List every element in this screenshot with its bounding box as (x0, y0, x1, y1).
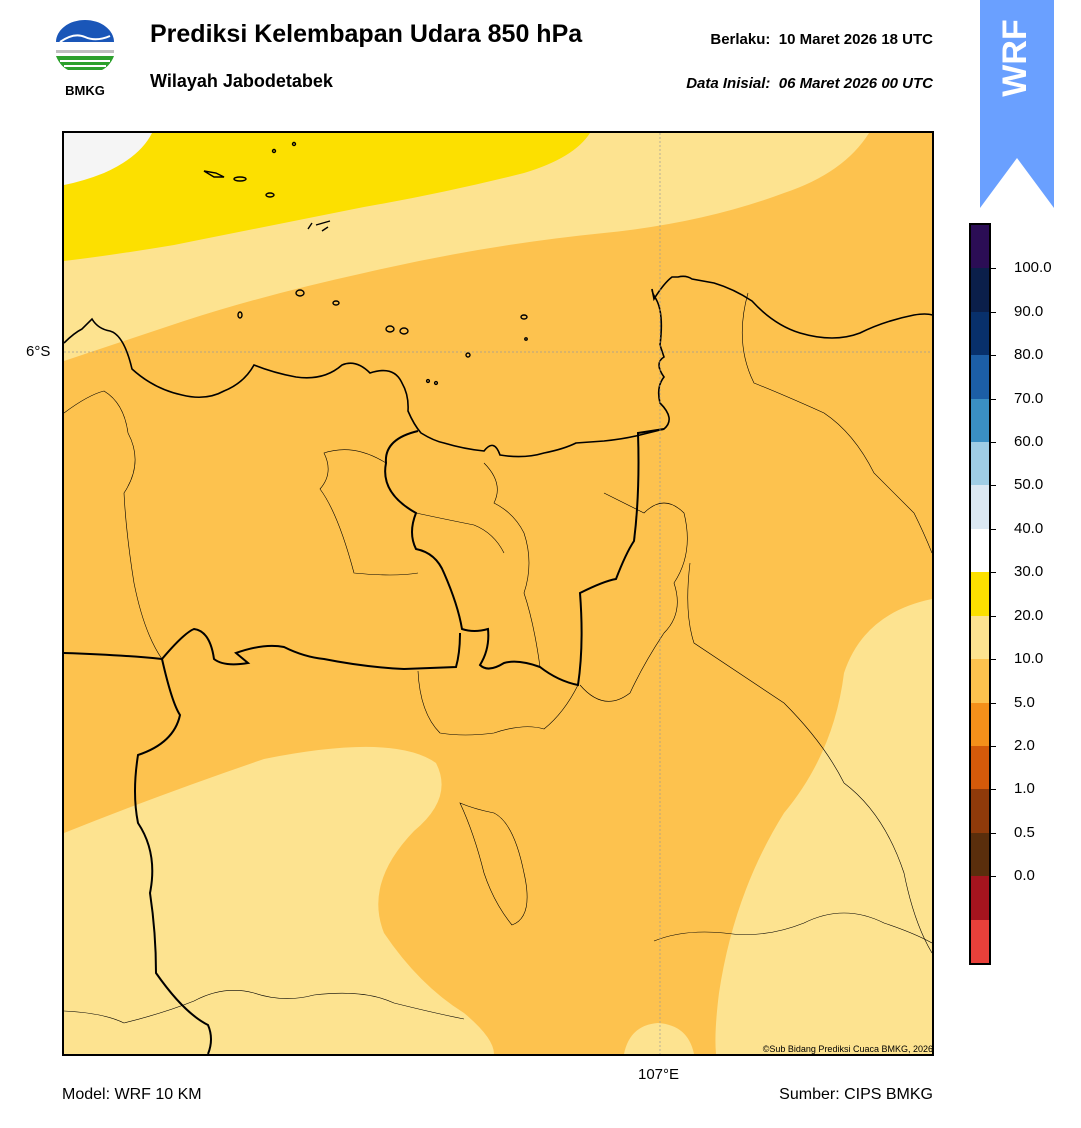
wrf-badge: WRF (980, 0, 1054, 208)
colorbar-segment (971, 615, 989, 660)
lat-label: 6°S (26, 343, 51, 360)
colorbar-tick-label: 100.0 (1014, 259, 1052, 277)
valid-value: 10 Maret 2026 18 UTC (778, 31, 933, 48)
colorbar-tick (991, 702, 996, 704)
colorbar-tick-label: 60.0 (1014, 433, 1044, 451)
init-label: Data Inisial: (686, 75, 771, 92)
bmkg-logo-icon (56, 20, 114, 70)
colorbar-segment (971, 876, 989, 921)
colorbar-segment (971, 702, 989, 747)
colorbar-tick (991, 745, 996, 747)
colorbar-segment (971, 398, 989, 443)
map-credit: ©Sub Bidang Prediksi Cuaca BMKG, 2026 (762, 1044, 933, 1054)
band-30-20-south-patch (624, 1023, 694, 1054)
colorbar-tick (991, 355, 996, 357)
colorbar-tick (991, 268, 996, 270)
band-50-40 (64, 133, 152, 185)
islands (203, 141, 528, 386)
colorbar-tick-label: 0.5 (1014, 823, 1035, 841)
colorbar-segment (971, 659, 989, 704)
colorbar-tick (991, 398, 996, 400)
colorbar-segment (971, 355, 989, 400)
bmkg-logo: BMKG (52, 20, 118, 102)
colorbar-tick-label: 30.0 (1014, 563, 1044, 581)
wrf-badge-text: WRF (996, 19, 1034, 96)
colorbar-segment (971, 572, 989, 617)
band-30-20-southeast (715, 599, 932, 1054)
colorbar-tick-label: 1.0 (1014, 780, 1035, 798)
colorbar-segment (971, 745, 989, 790)
model-label: Model: WRF 10 KM (62, 1086, 202, 1103)
colorbar-segment (971, 789, 989, 834)
colorbar-tick (991, 876, 996, 878)
colorbar-segment (971, 311, 989, 356)
colorbar-tick (991, 485, 996, 487)
colorbar-segment (971, 225, 989, 269)
init-value: 06 Maret 2026 00 UTC (778, 75, 933, 92)
colorbar-tick-label: 20.0 (1014, 606, 1044, 624)
colorbar (969, 223, 991, 965)
district-borders (64, 292, 932, 1024)
init-time: Data Inisial: 06 Maret 2026 00 UTC (686, 75, 933, 92)
colorbar-tick-label: 40.0 (1014, 519, 1044, 537)
colorbar-tick (991, 442, 996, 444)
colorbar-tick (991, 789, 996, 791)
band-40-30 (64, 133, 590, 261)
page-title: Prediksi Kelembapan Udara 850 hPa (150, 20, 583, 48)
colorbar-tick (991, 832, 996, 834)
colorbar-tick (991, 615, 996, 617)
colorbar-tick-label: 70.0 (1014, 389, 1044, 407)
colorbar-segment (971, 485, 989, 530)
colorbar-tick-label: 5.0 (1014, 693, 1035, 711)
page-subtitle: Wilayah Jabodetabek (150, 71, 333, 91)
province-border-west (64, 627, 461, 671)
lon-label: 107°E (638, 1066, 680, 1083)
province-border-south (134, 658, 212, 1054)
colorbar-segment (971, 919, 989, 964)
province-border-east (384, 428, 665, 687)
colorbar-tick (991, 311, 996, 313)
colorbar-tick-label: 90.0 (1014, 302, 1044, 320)
colorbar-tick-label: 80.0 (1014, 346, 1044, 364)
source-label: Sumber: CIPS BMKG (779, 1086, 933, 1103)
map-canvas (64, 133, 932, 1054)
valid-time: Berlaku: 10 Maret 2026 18 UTC (710, 31, 933, 48)
colorbar-segment (971, 268, 989, 313)
humidity-map (62, 131, 934, 1056)
logo-text: BMKG (65, 83, 105, 98)
colorbar-segment (971, 528, 989, 573)
colorbar-tick (991, 528, 996, 530)
colorbar-tick-label: 50.0 (1014, 476, 1044, 494)
colorbar-segment (971, 832, 989, 877)
coastline (64, 275, 932, 458)
band-30-20-southwest (64, 746, 494, 1054)
colorbar-tick-label: 10.0 (1014, 650, 1044, 668)
colorbar-tick-label: 2.0 (1014, 736, 1035, 754)
colorbar-tick-label: 0.0 (1014, 867, 1035, 885)
colorbar-segment (971, 442, 989, 486)
valid-label: Berlaku: (710, 31, 771, 48)
colorbar-tick (991, 572, 996, 574)
colorbar-tick (991, 659, 996, 661)
